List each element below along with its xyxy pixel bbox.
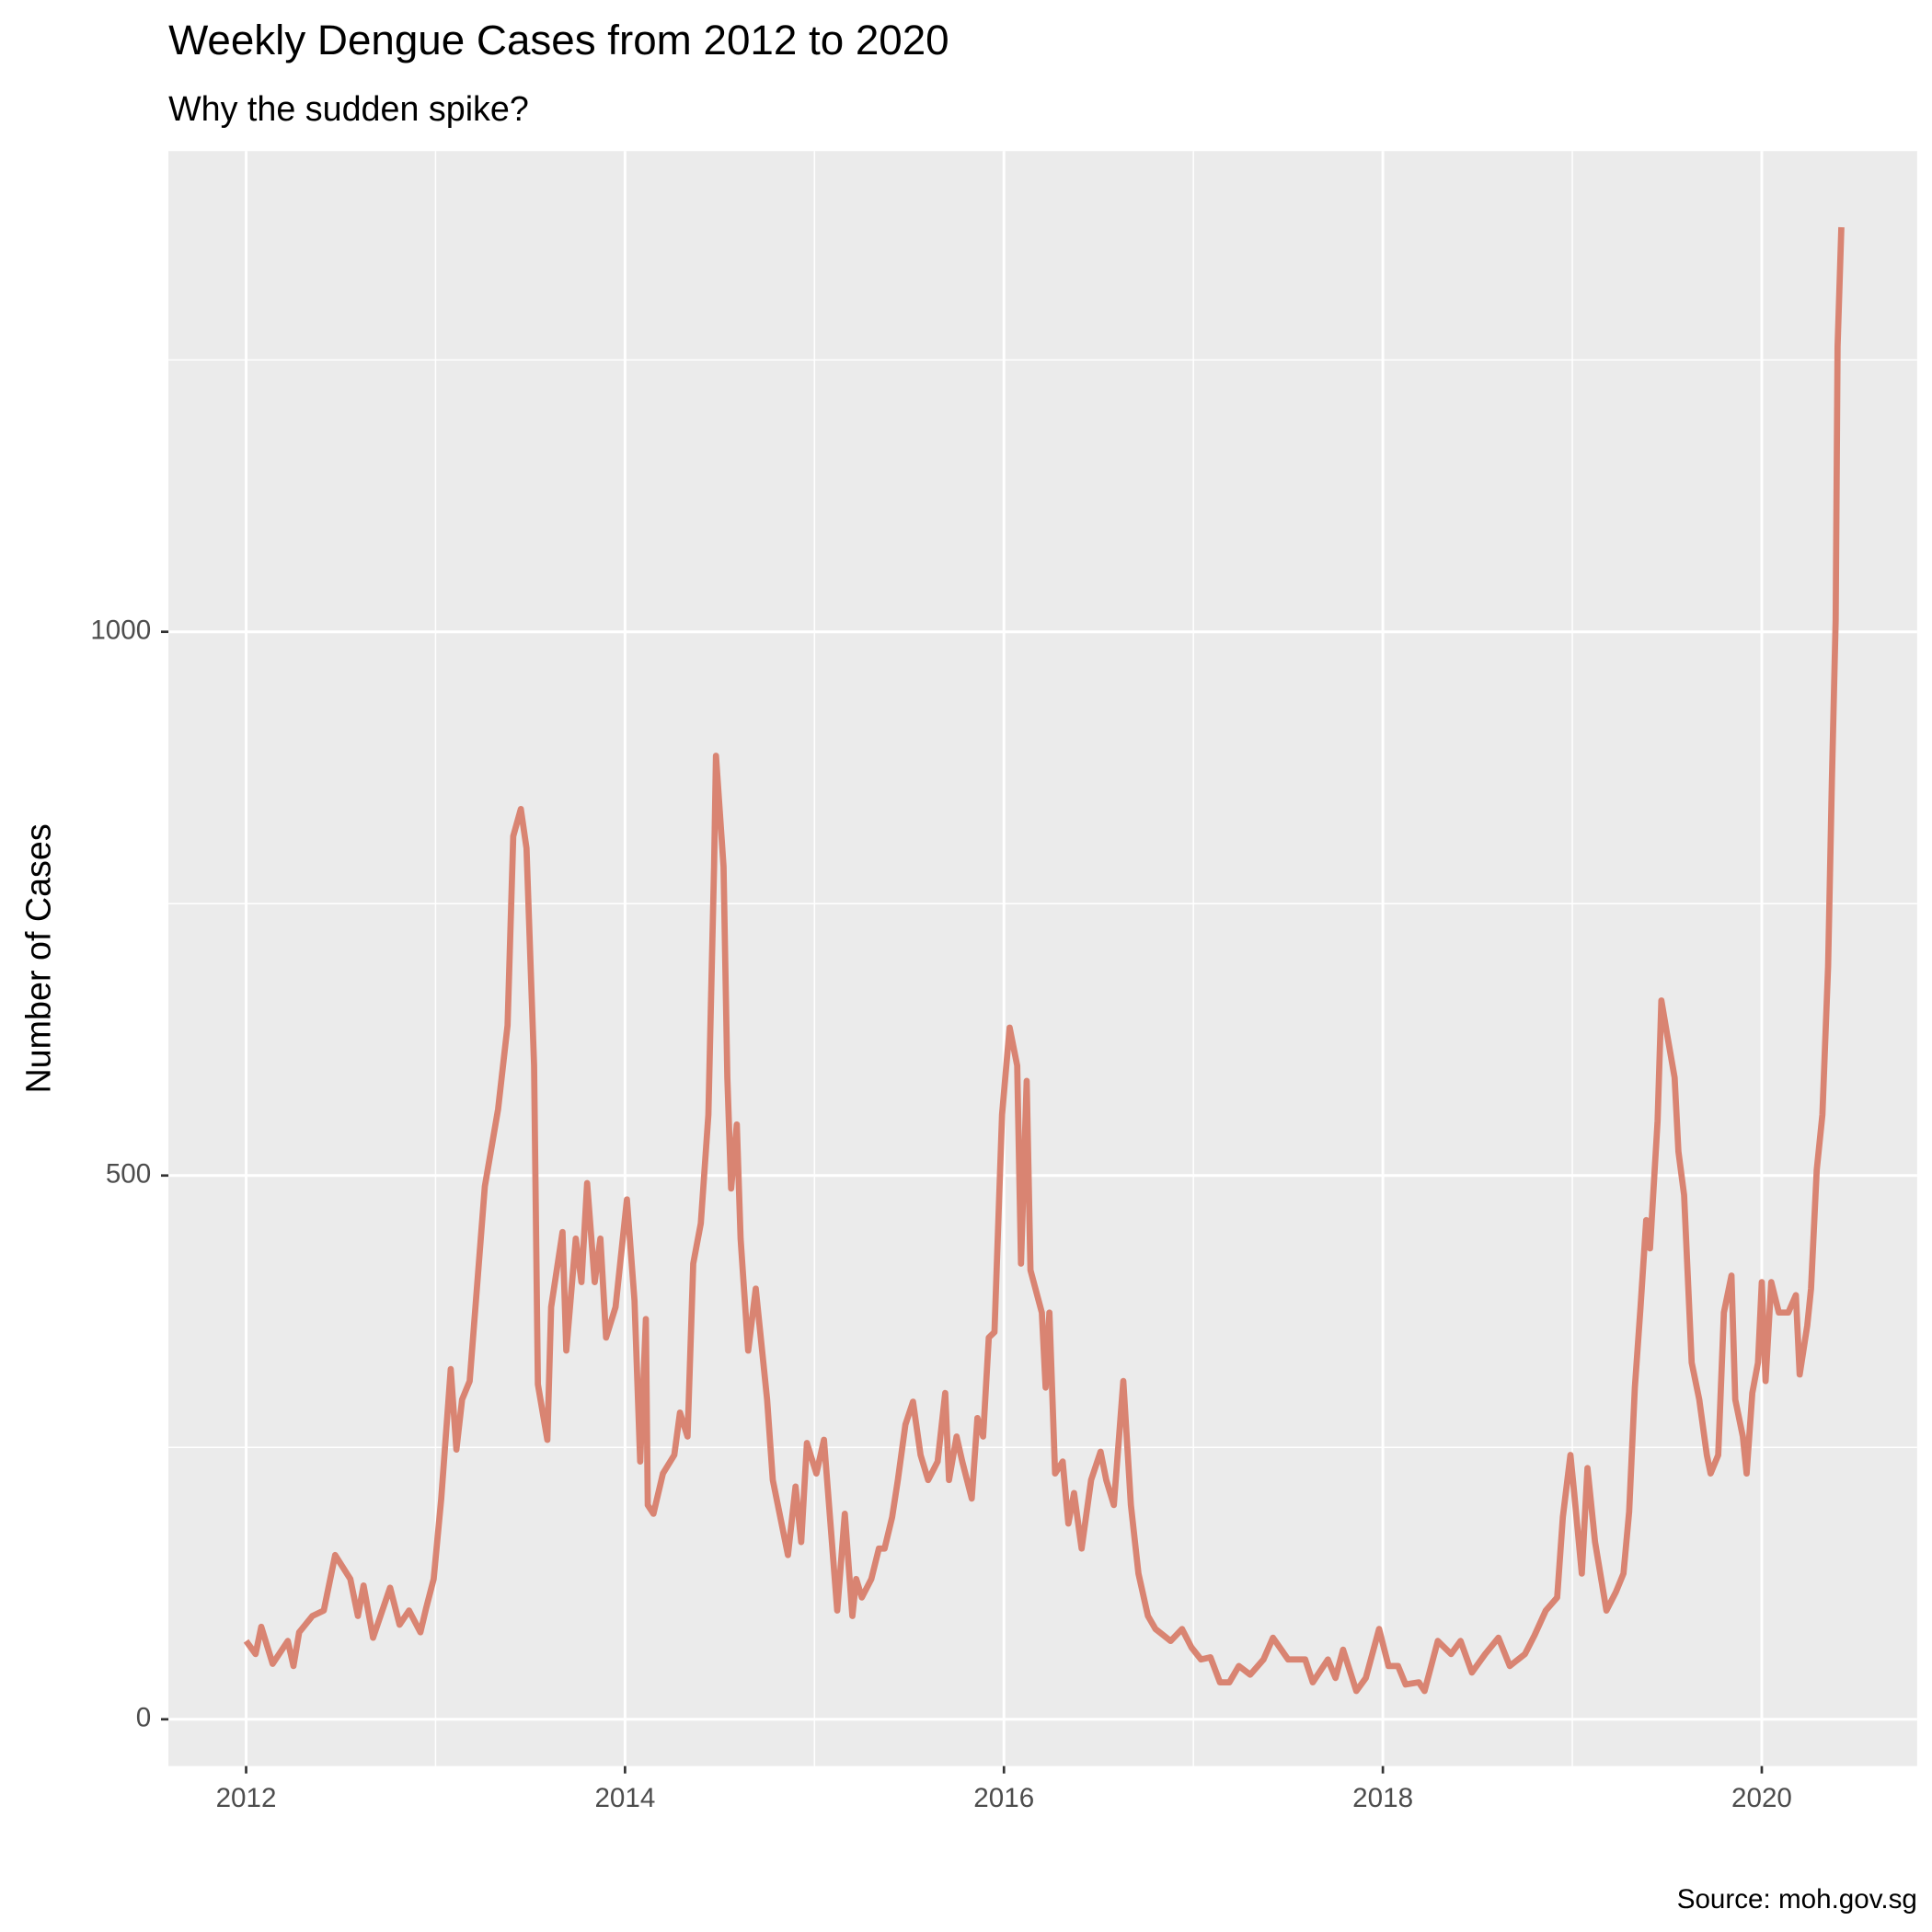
caption: Source: moh.gov.sg: [1677, 1884, 1917, 1915]
x-tick-label: 2016: [973, 1783, 1034, 1813]
y-tick-label: 0: [136, 1703, 151, 1733]
y-tick-label: 1000: [90, 615, 151, 646]
x-tick-label: 2014: [594, 1783, 655, 1813]
x-tick-label: 2018: [1352, 1783, 1413, 1813]
plot-panel: [168, 151, 1917, 1766]
x-tick-label: 2020: [1731, 1783, 1792, 1813]
chart-subtitle: Why the sudden spike?: [168, 89, 529, 128]
chart-title: Weekly Dengue Cases from 2012 to 2020: [168, 17, 949, 63]
x-tick-label: 2012: [216, 1783, 277, 1813]
data-line: [243, 226, 1845, 1695]
y-tick-label: 500: [106, 1159, 151, 1190]
y-axis-title: Number of Cases: [18, 823, 57, 1093]
